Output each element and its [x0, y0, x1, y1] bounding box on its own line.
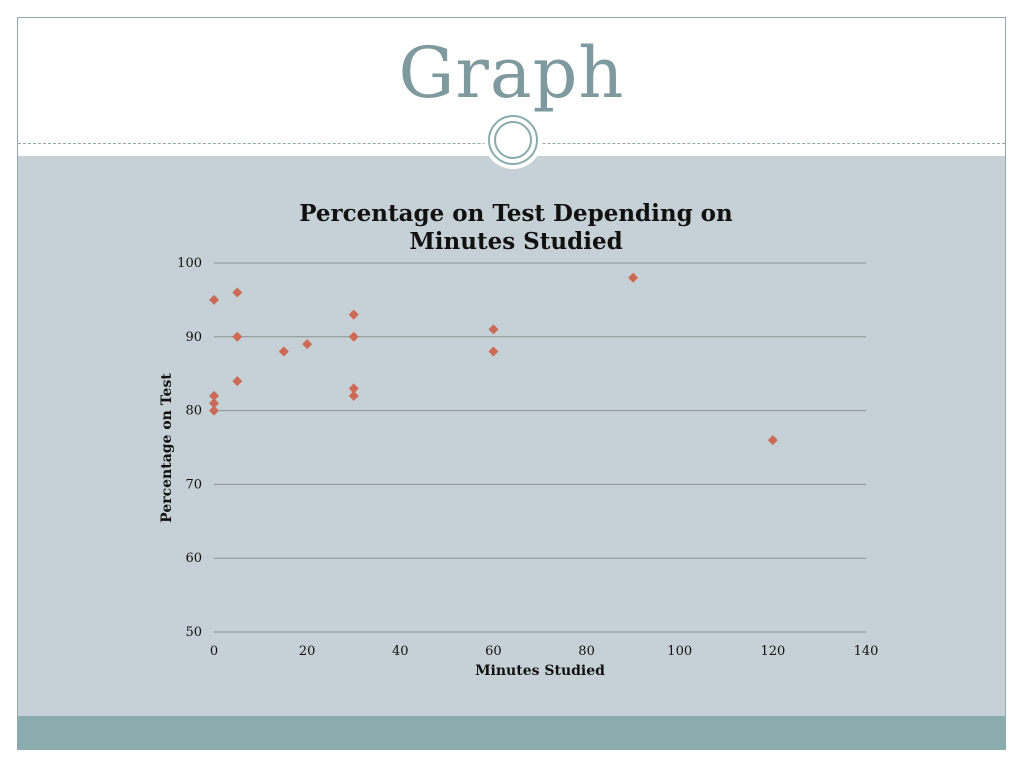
y-tick-label: 80: [185, 404, 202, 419]
x-tick-label: 80: [578, 644, 595, 659]
y-tick-label: 90: [185, 330, 202, 345]
scatter-point: [348, 390, 359, 401]
scatter-point: [232, 376, 243, 387]
scatter-point: [348, 331, 359, 342]
x-tick-label: 100: [667, 644, 692, 659]
x-axis-ticks: 0 20 40 60 80 100 120 140: [210, 644, 879, 659]
scatter-point: [209, 405, 219, 416]
x-tick-label: 40: [392, 644, 409, 659]
x-tick-label: 60: [485, 644, 502, 659]
x-tick-label: 0: [210, 644, 218, 659]
data-points: [209, 272, 778, 446]
scatter-point: [209, 398, 219, 409]
scatter-point: [209, 294, 219, 305]
scatter-point: [232, 287, 243, 298]
y-tick-label: 70: [185, 477, 202, 492]
footer-bar: [18, 716, 1005, 749]
slide-frame: Graph: [17, 17, 1006, 750]
scatter-point: [232, 331, 243, 342]
y-tick-label: 60: [185, 551, 202, 566]
y-tick-label: 50: [185, 625, 202, 640]
scatter-point: [488, 324, 499, 335]
scatter-point: [348, 383, 359, 394]
x-tick-label: 120: [760, 644, 785, 659]
scatter-point: [209, 390, 219, 401]
x-tick-label: 20: [299, 644, 316, 659]
y-tick-label: 100: [177, 256, 202, 271]
scatter-point: [302, 339, 313, 350]
scatter-point: [348, 309, 359, 320]
chart-title-line-2: Minutes Studied: [409, 228, 622, 255]
gridlines: [214, 262, 866, 633]
chart-title-line-1: Percentage on Test Depending on: [299, 200, 733, 227]
scatter-point: [488, 346, 499, 357]
scatter-point: [278, 346, 289, 357]
x-axis-label: Minutes Studied: [475, 663, 605, 679]
y-axis-label: Percentage on Test: [159, 373, 175, 523]
circle-ornament-inner-ring: [494, 121, 532, 159]
y-axis-ticks: 50 60 70 80 90 100: [177, 256, 202, 640]
scatter-point: [767, 435, 778, 446]
x-tick-label: 140: [854, 644, 879, 659]
scatter-point: [628, 272, 639, 283]
slide-title: Graph: [398, 32, 625, 114]
slide-body: [18, 156, 1005, 716]
